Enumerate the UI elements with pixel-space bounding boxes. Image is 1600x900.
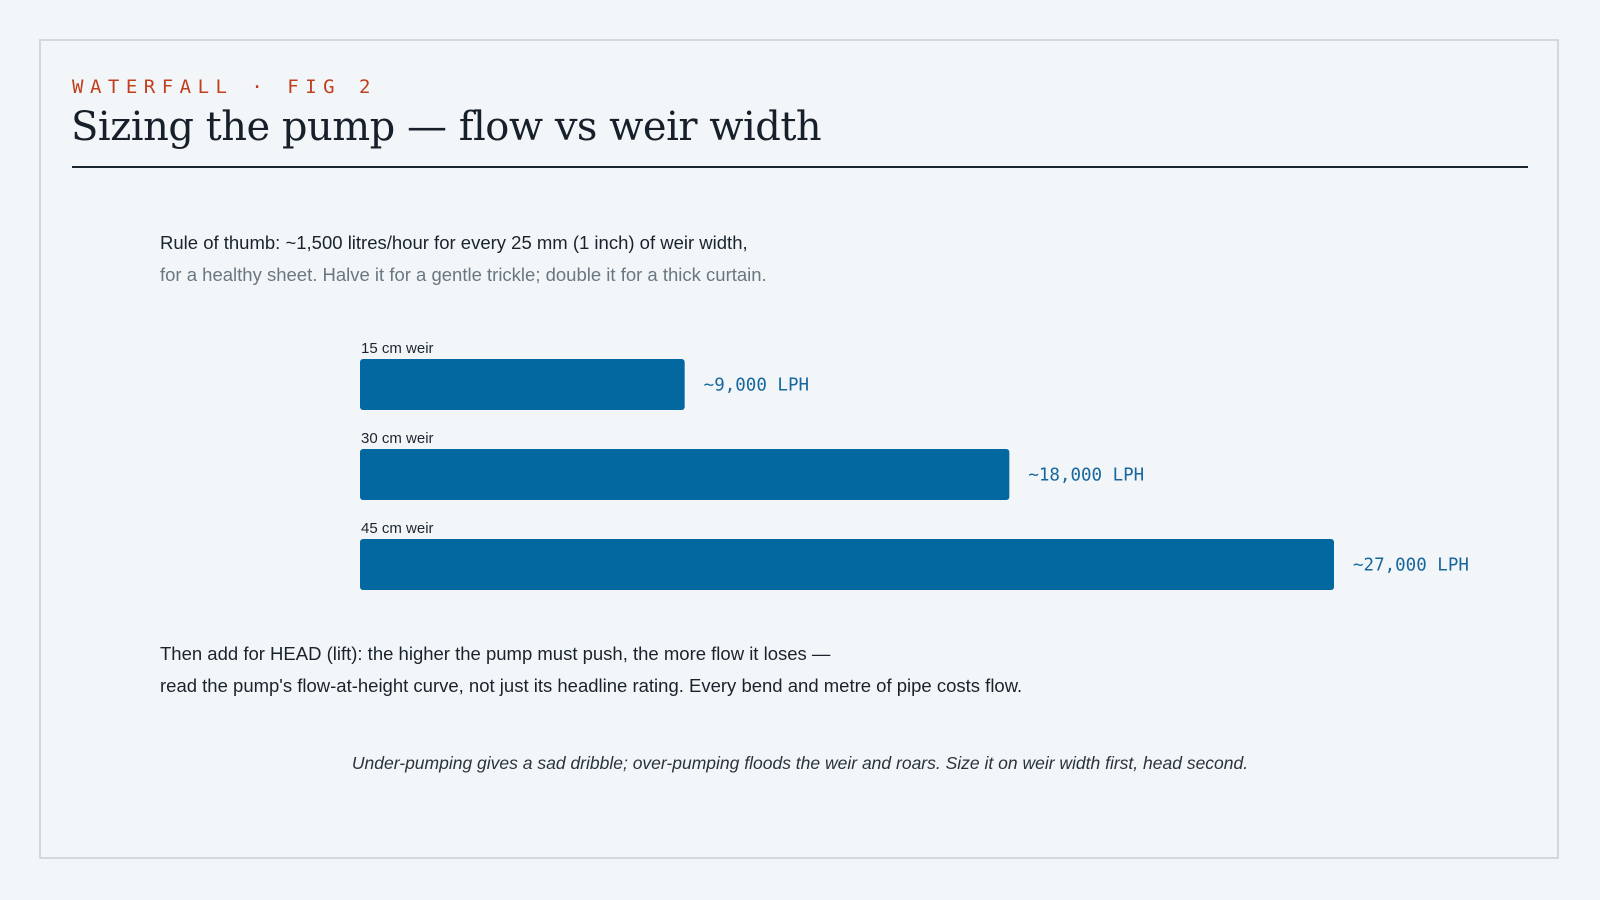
- footnote: Under-pumping gives a sad dribble; over-…: [351, 753, 1249, 773]
- page-title: Sizing the pump — flow vs weir width: [71, 104, 822, 150]
- title-rule: [72, 166, 1528, 168]
- bar-category-label: 30 cm weir: [361, 430, 434, 447]
- bar-value-label: ~18,000 LPH: [1028, 466, 1144, 486]
- bar-category-label: 15 cm weir: [361, 340, 434, 357]
- flow-bar: [360, 359, 685, 410]
- flow-bar: [360, 539, 1334, 590]
- eyebrow-label: WATERFALL · FIG 2: [72, 76, 377, 98]
- rule-of-thumb-subtext: for a healthy sheet. Halve it for a gent…: [160, 264, 767, 285]
- bar-category-label: 45 cm weir: [361, 520, 434, 537]
- figure-frame: [39, 39, 1559, 859]
- bar-value-label: ~27,000 LPH: [1353, 556, 1469, 576]
- rule-of-thumb-text: Rule of thumb: ~1,500 litres/hour for ev…: [160, 232, 748, 253]
- bar-value-label: ~9,000 LPH: [704, 376, 809, 396]
- flow-bar: [360, 449, 1010, 500]
- head-note-line-2: read the pump's flow-at-height curve, no…: [160, 675, 1023, 696]
- head-note-line-1: Then add for HEAD (lift): the higher the…: [160, 643, 831, 664]
